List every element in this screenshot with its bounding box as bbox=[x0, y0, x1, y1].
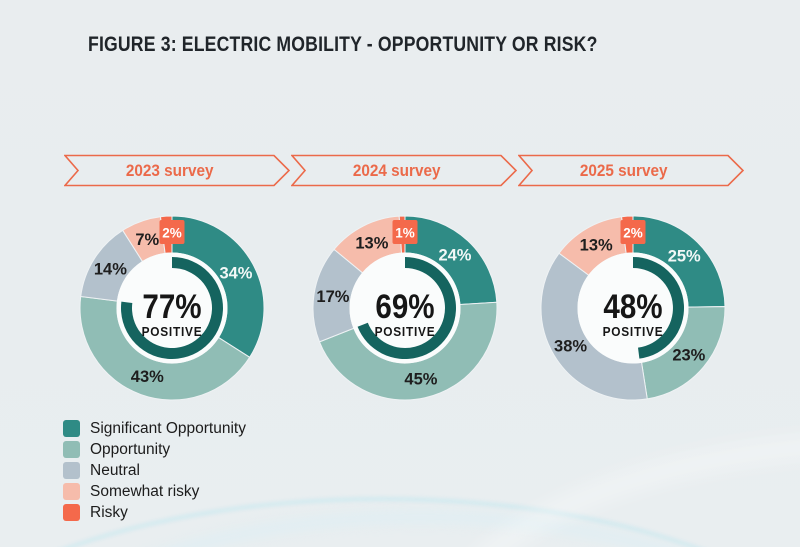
center-value: 69% bbox=[375, 287, 434, 325]
donut-chart-2024: 69% POSITIVE 24% 45% 17% 13% 1% bbox=[305, 208, 505, 408]
slice-label: 23% bbox=[672, 347, 705, 365]
banner-2024-survey: 2024 survey bbox=[291, 154, 517, 187]
risky-callout: 2% bbox=[159, 220, 185, 244]
risky-callout-label: 1% bbox=[395, 226, 415, 241]
legend-item-risky: Risky bbox=[63, 504, 246, 521]
slice-label: 43% bbox=[131, 368, 164, 386]
risky-callout: 2% bbox=[620, 220, 646, 244]
center-label: POSITIVE bbox=[142, 325, 203, 339]
positive-ring bbox=[633, 257, 685, 359]
slice-label: 38% bbox=[554, 337, 587, 355]
donut-chart-2025: 48% POSITIVE 25% 23% 38% 13% 2% bbox=[533, 208, 733, 408]
legend-swatch-icon bbox=[63, 483, 80, 500]
donut-hole bbox=[116, 252, 228, 364]
slice-label: 34% bbox=[219, 264, 252, 282]
slice-label: 45% bbox=[404, 371, 437, 389]
slice-label: 13% bbox=[355, 234, 388, 252]
donut-chart-2023: 77% POSITIVE 34% 43% 14% 7% 2% bbox=[72, 208, 272, 408]
center-value: 48% bbox=[603, 287, 662, 325]
legend-label: Opportunity bbox=[90, 440, 171, 458]
center-label: POSITIVE bbox=[375, 325, 436, 339]
banner-arrow-shape bbox=[291, 154, 517, 187]
legend-label: Neutral bbox=[90, 461, 140, 479]
background-wave bbox=[0, 498, 800, 547]
banner-2025-survey: 2025 survey bbox=[518, 154, 744, 187]
legend-item-somewhat-risky: Somewhat risky bbox=[63, 483, 246, 500]
banner-arrow-shape bbox=[64, 154, 290, 187]
center-value: 77% bbox=[142, 287, 201, 325]
banner-label: 2025 survey bbox=[580, 160, 668, 180]
legend: Significant Opportunity Opportunity Neut… bbox=[63, 420, 246, 525]
legend-swatch-icon bbox=[63, 441, 80, 458]
background-wave bbox=[0, 512, 800, 547]
legend-label: Somewhat risky bbox=[90, 482, 200, 500]
risky-callout-label: 2% bbox=[623, 226, 643, 241]
legend-item-opportunity: Opportunity bbox=[63, 441, 246, 458]
donut-hole bbox=[577, 252, 689, 364]
donut-hole bbox=[349, 252, 461, 364]
banner-2023-survey: 2023 survey bbox=[64, 154, 290, 187]
legend-item-neutral: Neutral bbox=[63, 462, 246, 479]
donut-svg: 77% POSITIVE 34% 43% 14% 7% 2% bbox=[79, 215, 265, 401]
legend-label: Significant Opportunity bbox=[90, 419, 246, 437]
banner-arrow-shape bbox=[518, 154, 744, 187]
slice-label: 24% bbox=[438, 246, 471, 264]
slice-label: 17% bbox=[316, 288, 349, 306]
risky-callout: 1% bbox=[392, 220, 418, 244]
legend-swatch-icon bbox=[63, 504, 80, 521]
legend-swatch-icon bbox=[63, 462, 80, 479]
banner-label: 2023 survey bbox=[126, 160, 214, 180]
risky-callout-label: 2% bbox=[162, 226, 182, 241]
center-label: POSITIVE bbox=[603, 325, 664, 339]
figure-title: FIGURE 3: ELECTRIC MOBILITY - OPPORTUNIT… bbox=[88, 33, 598, 56]
donut-svg: 69% POSITIVE 24% 45% 17% 13% 1% bbox=[312, 215, 498, 401]
slice-label: 7% bbox=[135, 231, 159, 249]
slice-label: 14% bbox=[94, 260, 127, 278]
slice-label: 13% bbox=[580, 236, 613, 254]
banner-label: 2024 survey bbox=[353, 160, 441, 180]
legend-swatch-icon bbox=[63, 420, 80, 437]
legend-label: Risky bbox=[90, 503, 128, 521]
donut-svg: 48% POSITIVE 25% 23% 38% 13% 2% bbox=[540, 215, 726, 401]
legend-item-significant-opportunity: Significant Opportunity bbox=[63, 420, 246, 437]
slice-label: 25% bbox=[668, 247, 701, 265]
